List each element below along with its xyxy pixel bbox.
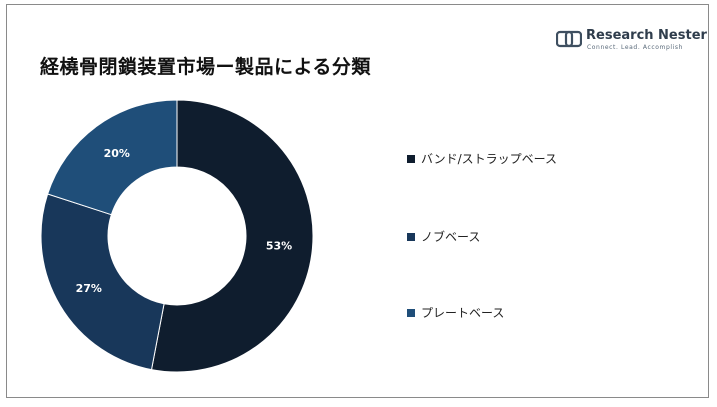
legend-swatch: [407, 233, 415, 241]
brand-logo: Research Nester Connect. Lead. Accomplis…: [556, 28, 707, 54]
slice-plate: [47, 99, 178, 216]
legend-item-knob: ノブベース: [407, 228, 480, 245]
legend-label: バンド/ストラップベース: [421, 152, 558, 166]
slice-knob: [40, 193, 165, 371]
legend-item-plate: プレートベース: [407, 304, 504, 321]
slice-value-label: 53%: [266, 240, 292, 253]
legend-swatch: [407, 155, 415, 163]
slice-value-label: 27%: [76, 282, 102, 295]
legend-label: ノブベース: [421, 230, 481, 244]
chart-title: 経橈骨閉鎖装置市場ー製品による分類: [40, 56, 371, 78]
legend-item-band-strap: バンド/ストラップベース: [407, 150, 557, 167]
slice-band-strap: [150, 99, 314, 373]
legend-label: プレートベース: [421, 306, 505, 320]
research-nester-logo-icon: [556, 30, 582, 48]
legend-swatch: [407, 309, 415, 317]
logo-name: Research Nester: [586, 28, 707, 43]
slice-value-label: 20%: [104, 147, 130, 160]
logo-tagline: Connect. Lead. Accomplish: [587, 44, 684, 51]
